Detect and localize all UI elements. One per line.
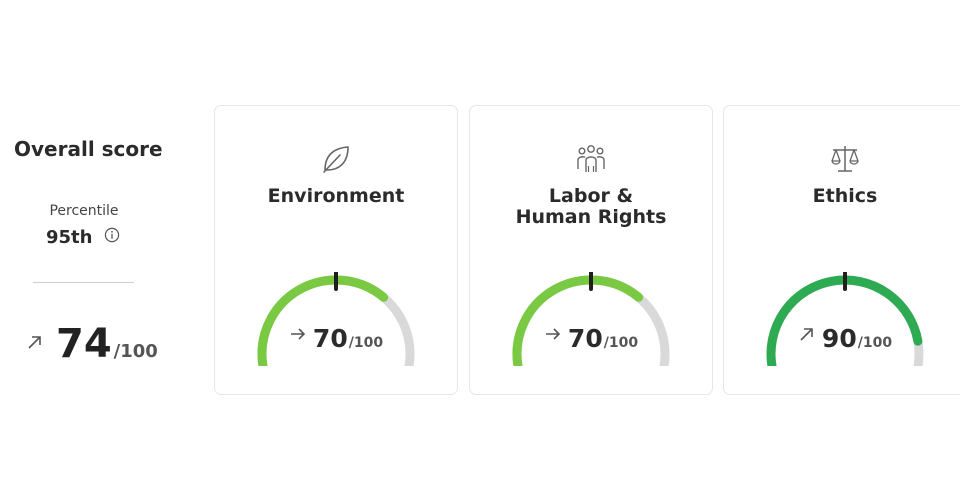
info-icon[interactable]: [104, 227, 120, 243]
category-score-value: 70: [567, 324, 603, 353]
overall-score-value: 74: [56, 321, 112, 367]
percentile-value: 95th: [46, 227, 93, 248]
category-score-row: 70 /100: [470, 324, 712, 353]
category-score-row: 70 /100: [215, 324, 457, 353]
category-title: Labor & Human Rights: [515, 185, 667, 228]
category-score-denominator: /100: [603, 335, 639, 351]
category-score-value: 70: [312, 324, 348, 353]
people-group-icon: [574, 142, 608, 176]
arrow-right-icon: [289, 325, 307, 343]
percentile-row: 95th: [46, 227, 120, 248]
category-title: Ethics: [812, 185, 878, 207]
category-score-denominator: /100: [348, 335, 384, 351]
divider: [33, 282, 134, 283]
overall-score-row: 74 /100: [26, 321, 158, 367]
category-score-value: 90: [821, 324, 857, 353]
gauge: [766, 272, 924, 366]
overall-score-denominator: /100: [113, 341, 158, 362]
category-score-row: 90 /100: [724, 324, 960, 353]
leaf-icon: [319, 142, 353, 176]
overall-score-title: Overall score: [14, 137, 163, 161]
gauge: [257, 272, 415, 366]
arrow-right-icon: [544, 325, 562, 343]
gauge: [512, 272, 670, 366]
arrow-up-right-icon: [798, 325, 816, 343]
category-title: Environment: [267, 185, 405, 207]
category-score-denominator: /100: [857, 335, 893, 351]
percentile-label: Percentile: [49, 203, 119, 219]
category-card-labor-human-rights[interactable]: Labor & Human Rights 70 /100: [469, 105, 713, 395]
arrow-up-right-icon: [26, 333, 44, 351]
scales-icon: [828, 142, 862, 176]
category-card-ethics[interactable]: Ethics 90 /100: [723, 105, 960, 395]
category-card-environment[interactable]: Environment 70 /100: [214, 105, 458, 395]
